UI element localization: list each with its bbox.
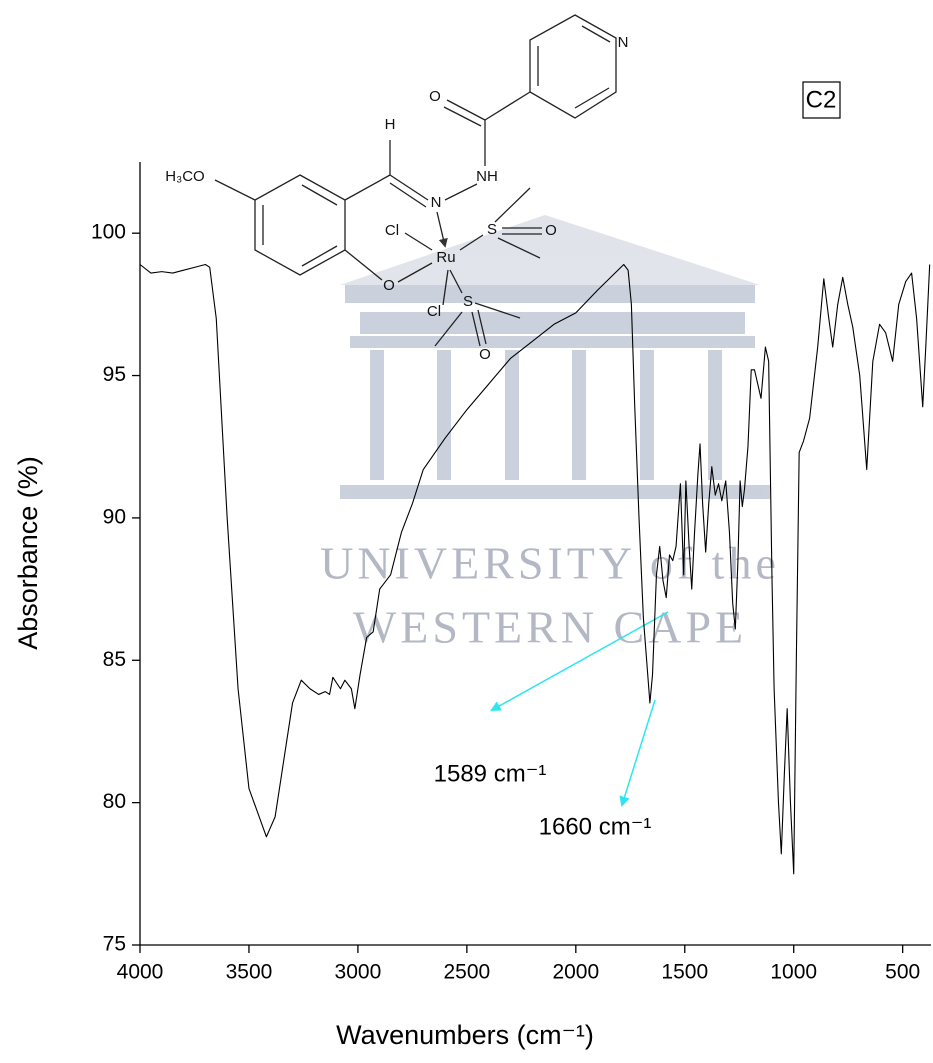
structure-label: Cl xyxy=(427,303,441,320)
watermark-building xyxy=(340,215,770,499)
y-tick-label: 85 xyxy=(103,648,126,671)
structure-label: H xyxy=(385,116,396,133)
structure-label: Cl xyxy=(385,222,399,239)
x-tick-label: 2500 xyxy=(444,961,491,984)
structure-label: O xyxy=(383,277,395,294)
x-tick-label: 1000 xyxy=(770,961,817,984)
y-axis-title: Absorbance (%) xyxy=(13,456,43,650)
annotation-arrow xyxy=(622,700,655,805)
watermark-text: UNIVERSITY of the xyxy=(320,538,780,589)
y-tick-label: 100 xyxy=(91,221,126,244)
x-axis-title: Wavenumbers (cm⁻¹) xyxy=(336,1020,594,1050)
x-tick-label: 2000 xyxy=(552,961,599,984)
x-tick-label: 3000 xyxy=(335,961,382,984)
label-box-text: C2 xyxy=(806,86,837,113)
y-tick-label: 95 xyxy=(103,363,126,386)
structure-label: N xyxy=(618,34,629,51)
x-tick-label: 4000 xyxy=(117,961,164,984)
structure-label: O xyxy=(545,222,557,239)
structure-label: N xyxy=(431,194,442,211)
annotation: 1660 cm⁻¹ xyxy=(539,813,652,840)
x-tick-label: 1500 xyxy=(661,961,708,984)
structure-label: H₃CO xyxy=(165,168,204,185)
y-tick-label: 80 xyxy=(103,790,126,813)
annotation: 1589 cm⁻¹ xyxy=(434,760,547,787)
x-tick-label: 3500 xyxy=(226,961,273,984)
structure-label: S xyxy=(463,293,473,310)
structure-label: NH xyxy=(476,168,498,185)
x-tick-label: 500 xyxy=(885,961,920,984)
watermark-text: WESTERN CAPE xyxy=(353,602,747,653)
y-tick-label: 90 xyxy=(103,505,126,528)
structure-label: S xyxy=(487,221,497,238)
y-tick-label: 75 xyxy=(103,933,126,956)
structure-label: O xyxy=(429,88,441,105)
structure-label: Ru xyxy=(436,249,455,266)
structure-label: O xyxy=(479,346,491,363)
chart: UNIVERSITY of the WESTERN CAPE xyxy=(0,0,933,1063)
